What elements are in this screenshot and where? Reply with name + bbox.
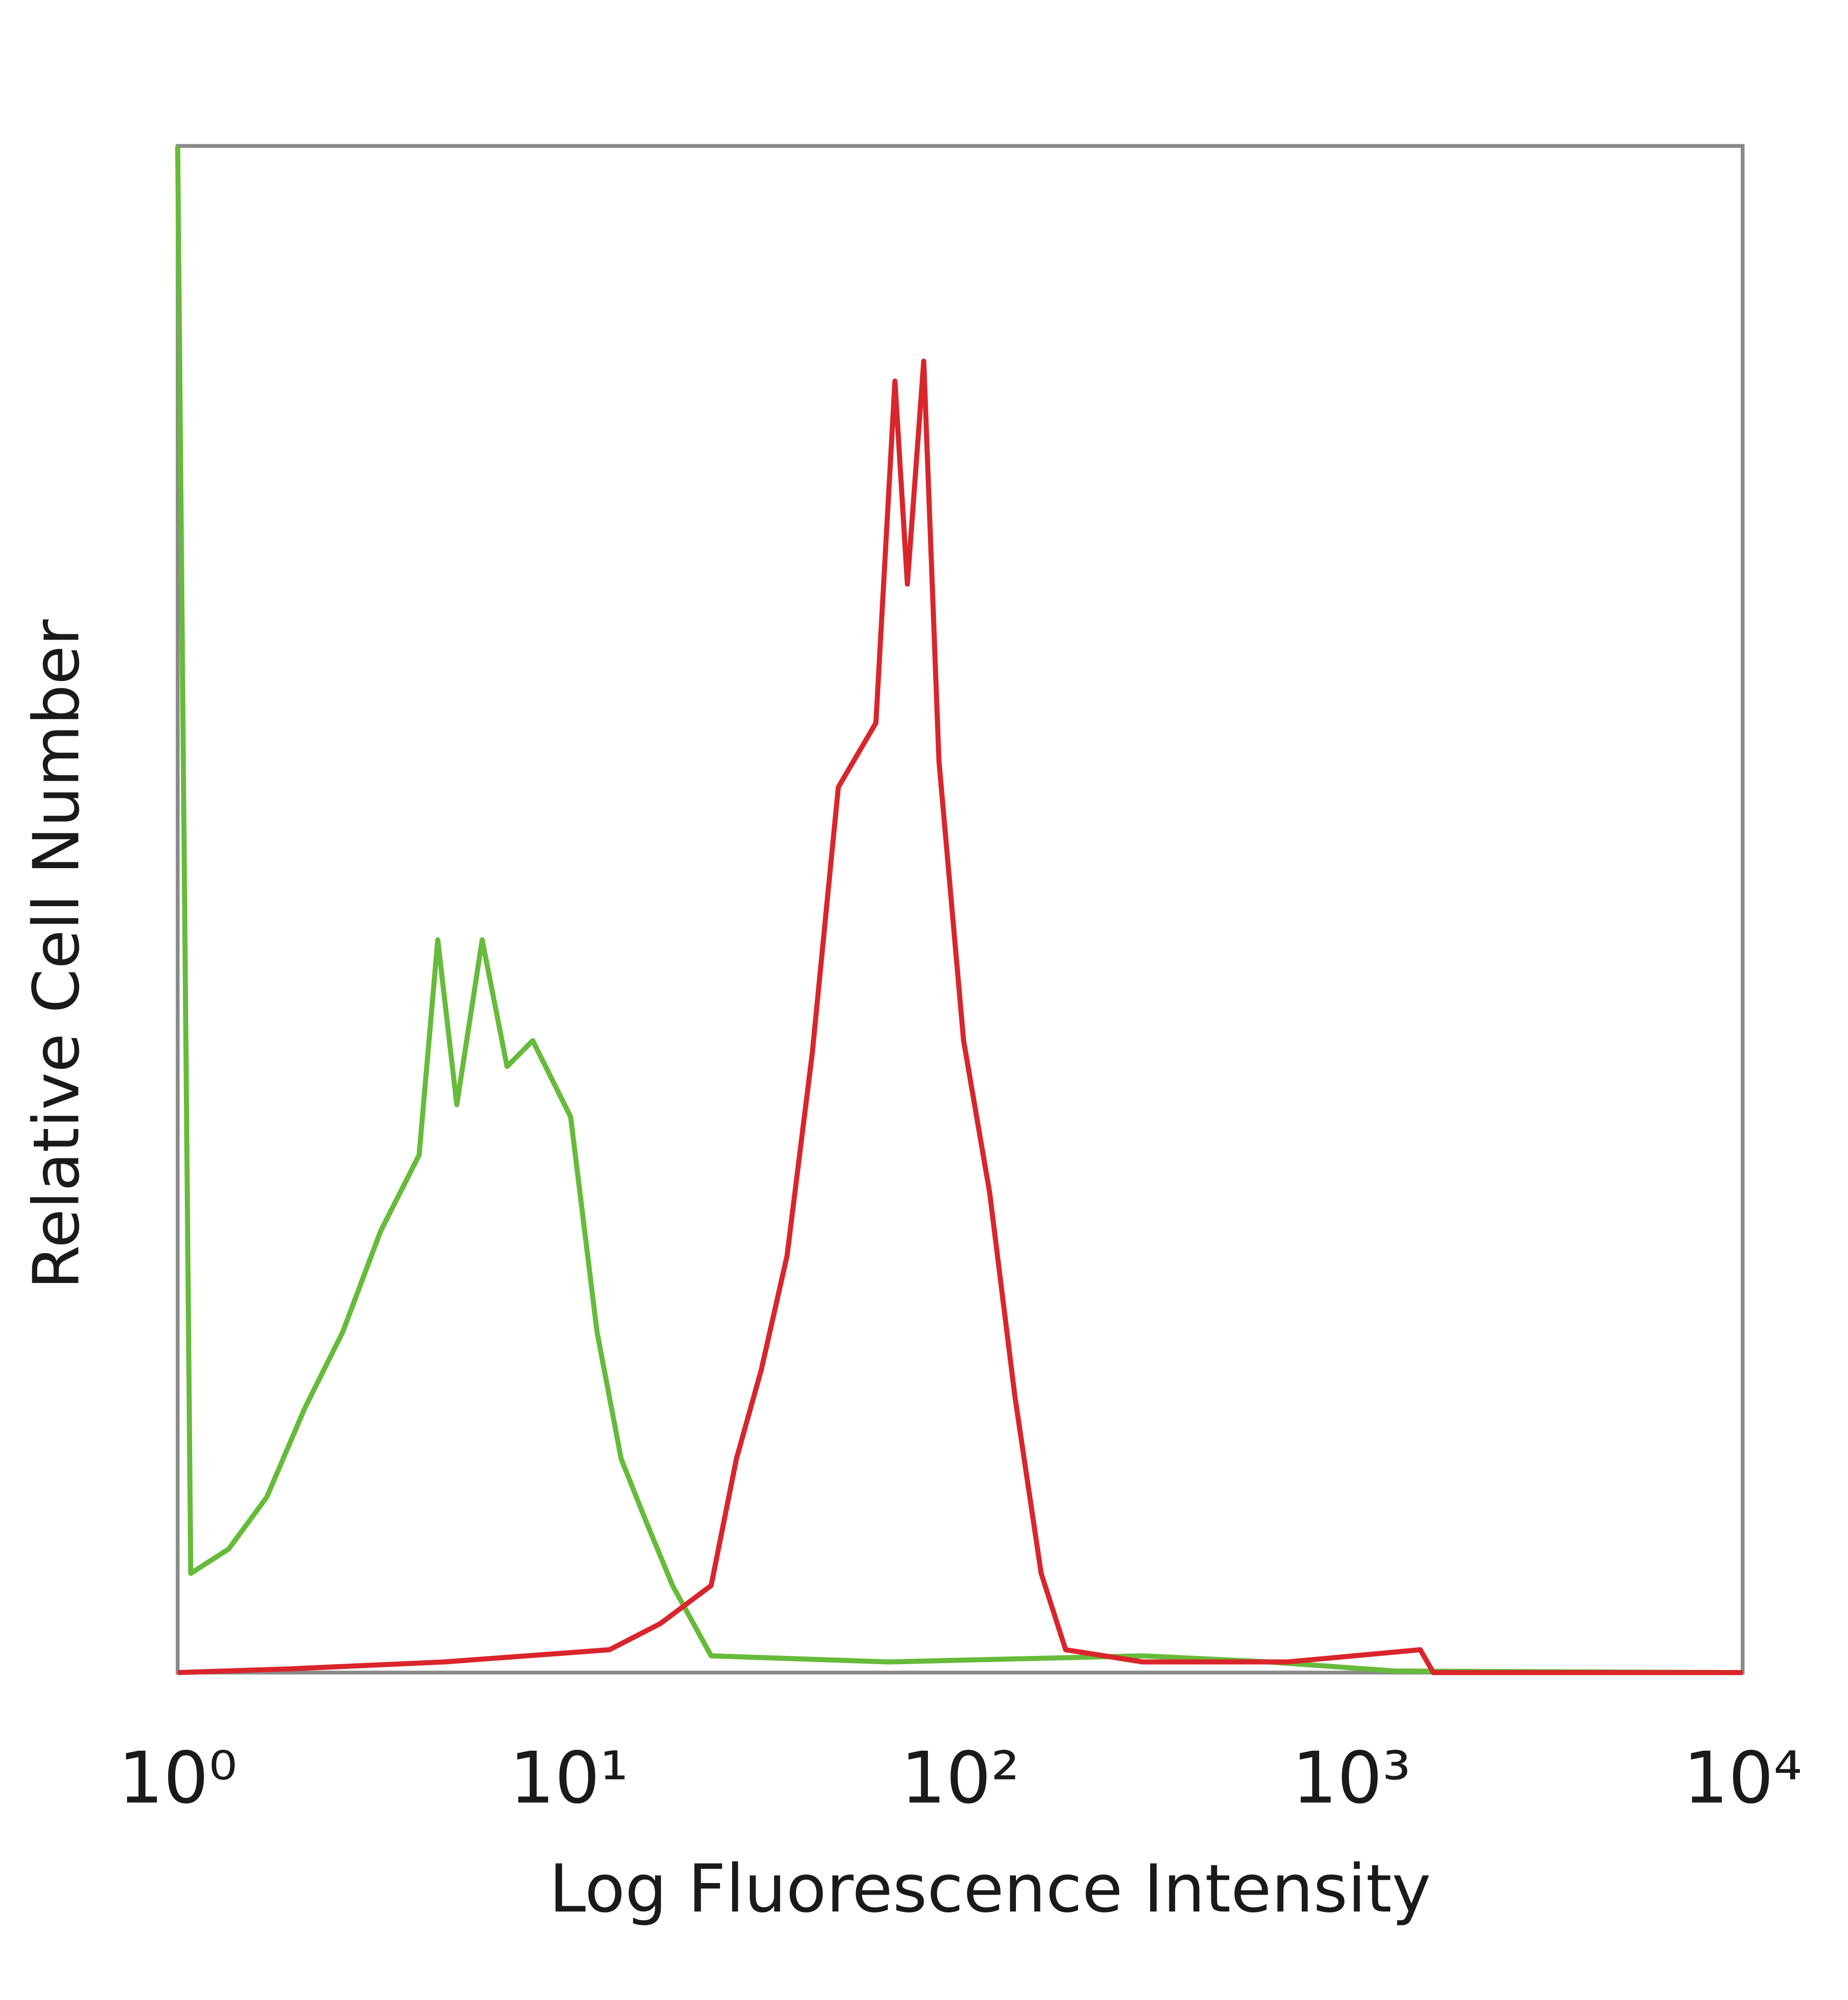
data-line xyxy=(175,146,1743,1675)
x-axis-label: Log Fluorescence Intensity xyxy=(549,1851,1431,1927)
x-tick-label: 10² xyxy=(901,1737,1020,1820)
data-line xyxy=(178,359,1743,1675)
x-tick-label: 10¹ xyxy=(510,1737,629,1820)
plot-frame xyxy=(176,144,1745,1675)
x-tick-label: 10⁴ xyxy=(1683,1737,1802,1820)
x-tick-label: 10³ xyxy=(1292,1737,1411,1820)
x-tick-label: 10⁰ xyxy=(118,1737,237,1820)
y-axis-label: Relative Cell Number xyxy=(20,619,94,1289)
